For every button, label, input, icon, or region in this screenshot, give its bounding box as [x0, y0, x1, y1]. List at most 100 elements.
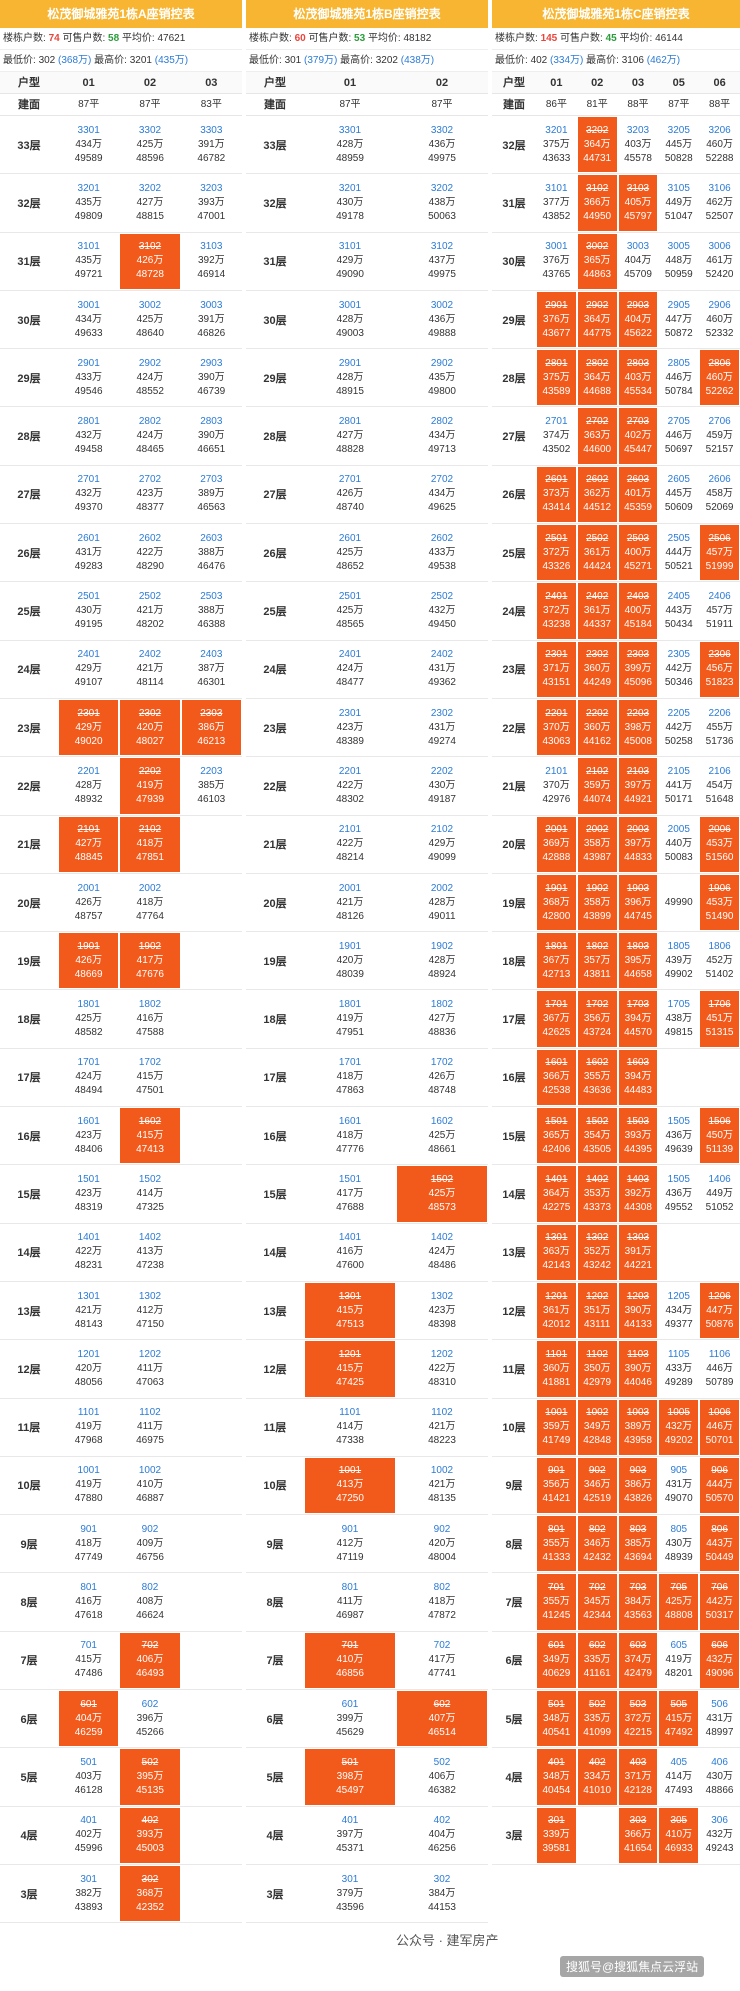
unit-cell-sold[interactable]: 1902 358万 43899 — [577, 874, 617, 931]
unit-cell[interactable]: 2201 422万 48302 — [305, 758, 395, 813]
unit-cell[interactable]: 2601 425万 48652 — [305, 525, 395, 580]
unit-cell[interactable]: 502 406万 46382 — [397, 1749, 487, 1804]
unit-cell[interactable]: 601 399万 45629 — [305, 1691, 395, 1746]
unit-cell-sold[interactable]: 2306 456万 51823 — [700, 641, 739, 697]
unit-cell-sold[interactable]: 1006 446万 50701 — [700, 1399, 739, 1455]
unit-cell-sold[interactable]: 2302 360万 44249 — [577, 641, 617, 697]
unit-cell[interactable]: 1802 427万 48836 — [397, 991, 487, 1046]
unit-cell-sold[interactable]: 703 384万 43563 — [618, 1574, 658, 1630]
unit-cell-sold[interactable]: 1206 447万 50876 — [700, 1282, 739, 1339]
unit-cell[interactable]: 1201 420万 48056 — [59, 1341, 118, 1396]
unit-cell[interactable]: 602 396万 45266 — [120, 1691, 179, 1746]
unit-cell-sold[interactable]: 801 355万 41333 — [537, 1516, 576, 1572]
unit-cell-sold[interactable]: 606 432万 49096 — [700, 1632, 739, 1689]
unit-cell-sold[interactable]: 2101 427万 48845 — [59, 816, 119, 872]
unit-cell-sold[interactable]: 301 339万 39581 — [537, 1807, 576, 1863]
unit-cell[interactable]: 2602 422万 48290 — [120, 525, 179, 580]
unit-cell[interactable]: 1406 449万 51052 — [700, 1166, 739, 1221]
unit-cell-sold[interactable]: 1901 368万 42800 — [537, 874, 576, 931]
unit-cell[interactable]: 702 417万 47741 — [397, 1633, 487, 1688]
unit-cell-sold[interactable]: 2902 364万 44775 — [577, 291, 617, 348]
unit-cell[interactable]: 1002 421万 48135 — [397, 1458, 487, 1513]
unit-cell[interactable]: 501 403万 46128 — [59, 1749, 118, 1804]
unit-cell-sold[interactable]: 601 349万 40629 — [537, 1632, 576, 1689]
unit-cell-sold[interactable]: 402 393万 45003 — [120, 1807, 180, 1863]
unit-cell[interactable]: 1801 419万 47951 — [305, 991, 395, 1046]
unit-cell[interactable]: 1301 421万 48143 — [59, 1283, 118, 1338]
unit-cell[interactable]: 2101 422万 48214 — [305, 817, 395, 872]
unit-cell[interactable]: 3002 425万 48640 — [120, 292, 179, 347]
unit-cell-sold[interactable]: 2803 403万 45534 — [618, 350, 658, 406]
unit-cell-sold[interactable]: 2303 386万 46213 — [181, 699, 241, 756]
unit-cell[interactable]: 2802 434万 49713 — [397, 408, 487, 463]
unit-cell[interactable]: 2602 433万 49538 — [397, 525, 487, 580]
unit-cell-sold[interactable]: 1201 361万 42012 — [537, 1282, 576, 1339]
unit-cell[interactable]: 1806 452万 51402 — [700, 933, 739, 988]
unit-cell-sold[interactable]: 2303 399万 45096 — [618, 641, 658, 697]
unit-cell-sold[interactable]: 1103 390万 44046 — [618, 1341, 658, 1397]
unit-cell-sold[interactable]: 2401 372万 43238 — [537, 583, 576, 639]
unit-cell-sold[interactable]: 2501 372万 43326 — [537, 525, 576, 581]
unit-cell-sold[interactable]: 2806 460万 52262 — [700, 350, 739, 406]
unit-cell[interactable]: 2701 374万 43502 — [537, 408, 576, 463]
unit-cell-sold[interactable]: 2302 420万 48027 — [120, 699, 180, 756]
unit-cell[interactable]: 2205 442万 50258 — [659, 700, 698, 755]
unit-cell[interactable]: 1001 419万 47880 — [59, 1458, 118, 1513]
unit-cell[interactable]: 1501 423万 48319 — [59, 1166, 118, 1221]
unit-cell-sold[interactable]: 803 385万 43694 — [618, 1516, 658, 1572]
unit-cell[interactable]: 1505 436万 49639 — [659, 1108, 698, 1163]
unit-cell-sold[interactable]: 3102 426万 48728 — [120, 233, 180, 289]
unit-cell-sold[interactable]: 1801 367万 42713 — [537, 933, 576, 989]
unit-cell[interactable]: 2705 446万 50697 — [659, 408, 698, 463]
unit-cell[interactable]: 2002 418万 47764 — [120, 875, 179, 930]
unit-cell-sold[interactable]: 2006 453万 51560 — [700, 816, 739, 872]
unit-cell-sold[interactable]: 1902 417万 47676 — [120, 933, 180, 989]
unit-cell-sold[interactable]: 1703 394万 44570 — [618, 991, 658, 1047]
unit-cell[interactable]: 1402 424万 48486 — [397, 1225, 487, 1280]
unit-cell-sold[interactable]: 2301 429万 49020 — [59, 699, 119, 756]
unit-cell-sold[interactable]: 2102 418万 47851 — [120, 816, 180, 872]
unit-cell[interactable]: 1505 436万 49552 — [659, 1166, 698, 1221]
unit-cell-sold[interactable]: 802 346万 42432 — [577, 1516, 617, 1572]
unit-cell-sold[interactable]: 1003 389万 43958 — [618, 1399, 658, 1455]
unit-cell[interactable]: 1202 422万 48310 — [397, 1341, 487, 1396]
unit-cell[interactable]: 2805 446万 50784 — [659, 350, 698, 405]
unit-cell[interactable]: 2701 432万 49370 — [59, 467, 118, 522]
unit-cell[interactable]: 1902 428万 48924 — [397, 933, 487, 988]
unit-cell-sold[interactable]: 2103 397万 44921 — [618, 758, 658, 814]
unit-cell[interactable]: 805 430万 48939 — [659, 1516, 698, 1571]
unit-cell-sold[interactable]: 706 442万 50317 — [700, 1574, 739, 1630]
unit-cell[interactable]: 902 409万 46756 — [120, 1516, 179, 1571]
unit-cell[interactable]: 1401 422万 48231 — [59, 1225, 118, 1280]
unit-cell[interactable]: 2605 445万 50609 — [659, 467, 698, 522]
unit-cell[interactable]: 1702 415万 47501 — [120, 1050, 179, 1105]
unit-cell[interactable]: 1805 439万 49902 — [659, 933, 698, 988]
unit-cell-sold[interactable]: 1301 363万 42143 — [537, 1224, 576, 1280]
unit-cell[interactable]: 2401 429万 49107 — [59, 642, 118, 697]
unit-cell[interactable]: 1102 421万 48223 — [397, 1400, 487, 1455]
unit-cell[interactable]: 49990 — [659, 875, 698, 930]
unit-cell[interactable]: 3105 449万 51047 — [659, 175, 698, 230]
unit-cell-sold[interactable]: 503 372万 42215 — [618, 1691, 658, 1747]
unit-cell[interactable]: 2906 460万 52332 — [700, 292, 739, 347]
unit-cell[interactable]: 2903 390万 46739 — [182, 350, 241, 405]
unit-cell[interactable]: 3103 392万 46914 — [182, 234, 241, 289]
unit-cell[interactable]: 1602 425万 48661 — [397, 1108, 487, 1163]
unit-cell-sold[interactable]: 2502 361万 44424 — [577, 525, 617, 581]
unit-cell[interactable]: 2402 431万 49362 — [397, 642, 487, 697]
unit-cell[interactable]: 3203 393万 47001 — [182, 175, 241, 230]
unit-cell-sold[interactable]: 903 386万 43826 — [618, 1457, 658, 1514]
unit-cell[interactable]: 302 384万 44153 — [397, 1866, 487, 1921]
unit-cell[interactable]: 605 419万 48201 — [659, 1633, 698, 1688]
unit-cell-sold[interactable]: 1502 354万 43505 — [577, 1108, 617, 1164]
unit-cell[interactable]: 3101 435万 49721 — [59, 234, 118, 289]
unit-cell[interactable]: 2706 459万 52157 — [700, 408, 739, 463]
unit-cell-sold[interactable]: 505 415万 47492 — [659, 1691, 699, 1747]
unit-cell-sold[interactable]: 1101 360万 41881 — [537, 1341, 576, 1397]
unit-cell[interactable]: 1106 446万 50789 — [700, 1341, 739, 1396]
unit-cell[interactable]: 2405 443万 50434 — [659, 583, 698, 638]
unit-cell[interactable]: 905 431万 49070 — [659, 1458, 698, 1513]
unit-cell[interactable]: 901 412万 47119 — [305, 1516, 395, 1571]
unit-cell[interactable]: 2102 429万 49099 — [397, 817, 487, 872]
unit-cell[interactable]: 3006 461万 52420 — [700, 234, 739, 289]
